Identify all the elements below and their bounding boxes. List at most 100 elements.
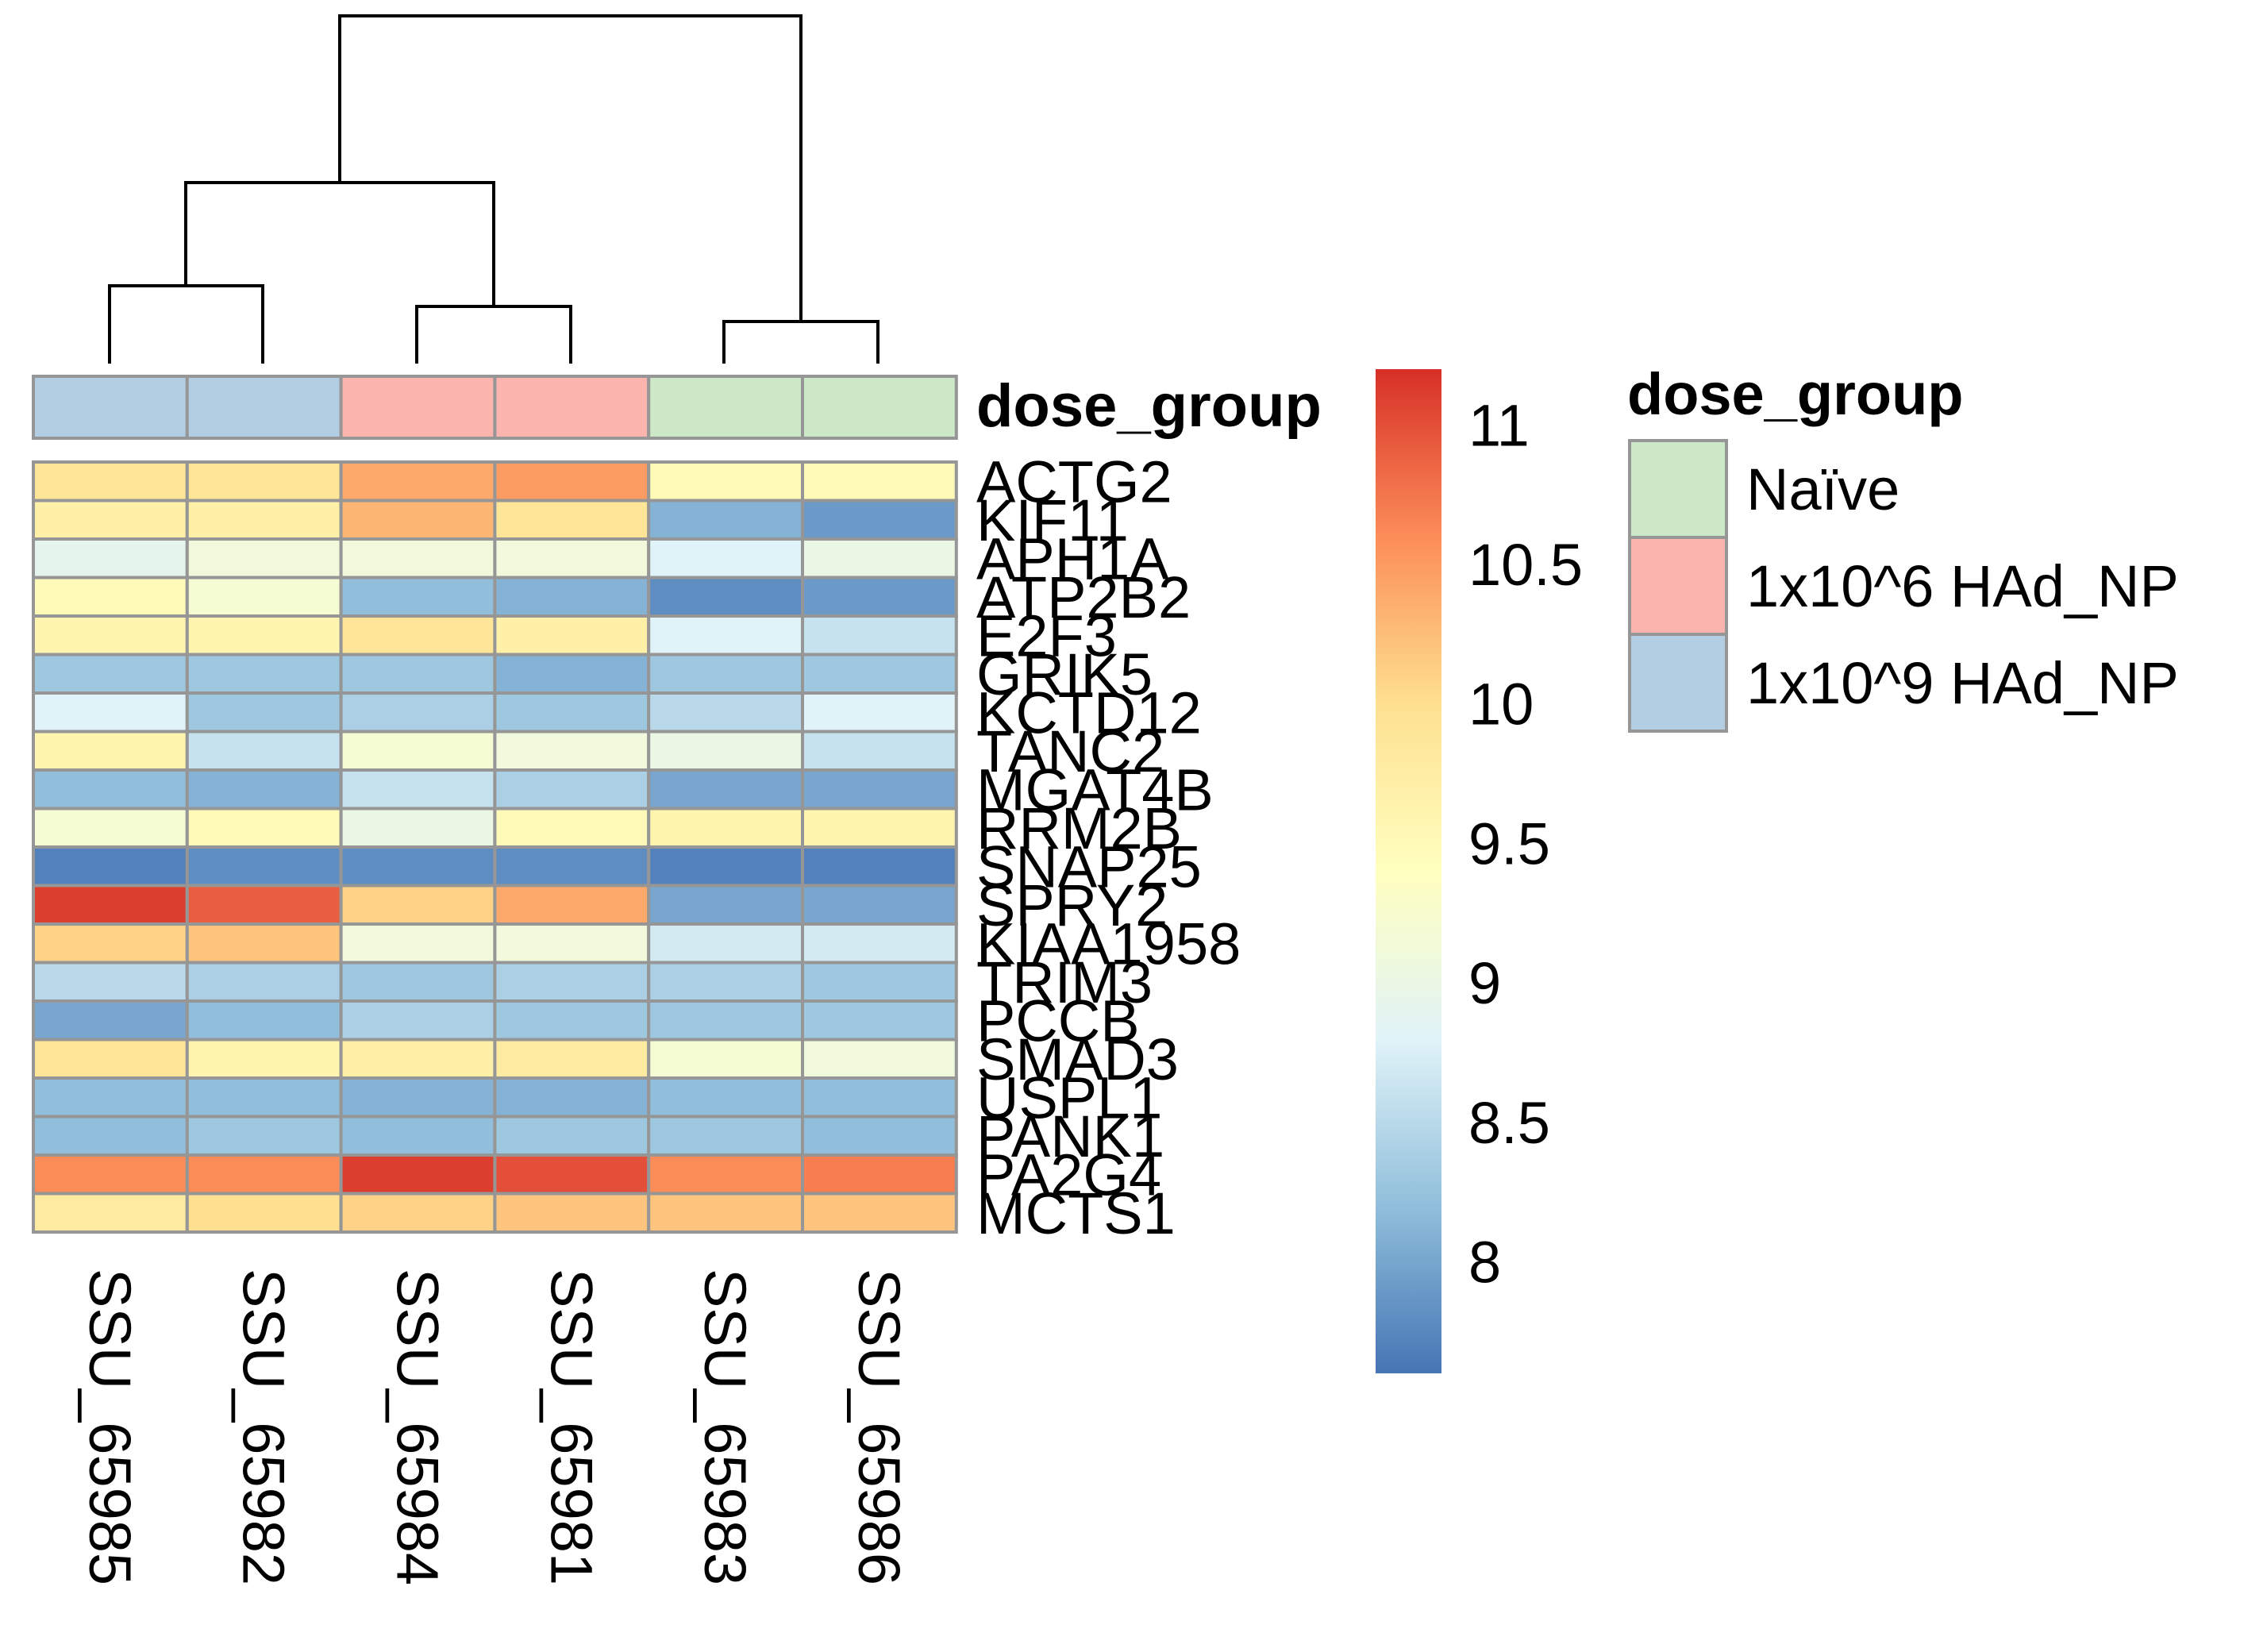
cell-grik5-ssu-65982 (185, 653, 343, 695)
cell-aph1a-ssu-65986 (801, 537, 958, 580)
row-label-trim3: TRIM3 (976, 949, 1153, 1015)
cell-kiaa1958-ssu-65984 (339, 922, 497, 965)
row-label-snap25: SNAP25 (976, 834, 1202, 899)
cell-mgat4b-ssu-65986 (801, 768, 958, 811)
cell-snap25-ssu-65986 (801, 845, 958, 888)
row-label-grik5: GRIK5 (976, 641, 1153, 707)
cell-rrm2b-ssu-65981 (493, 807, 651, 849)
dendrogram-branch-1 (108, 284, 264, 364)
cell-uspl1-ssu-65986 (801, 1076, 958, 1119)
cell-kiaa1958-ssu-65983 (647, 922, 805, 965)
cell-kctd12-ssu-65981 (493, 691, 651, 734)
cell-pa2g4-ssu-65983 (647, 1153, 805, 1196)
cell-pccb-ssu-65981 (493, 999, 651, 1042)
cell-spry2-ssu-65982 (185, 884, 343, 926)
cell-uspl1-ssu-65984 (339, 1076, 497, 1119)
row-label-mcts1: MCTS1 (976, 1180, 1176, 1246)
cell-e2f3-ssu-65982 (185, 614, 343, 657)
cell-mgat4b-ssu-65981 (493, 768, 651, 811)
annotation-label: dose_group (976, 372, 1322, 440)
annotation-cell-ssu-65981 (493, 375, 651, 440)
cell-smad3-ssu-65986 (801, 1038, 958, 1080)
cell-kiaa1958-ssu-65981 (493, 922, 651, 965)
cell-atp2b2-ssu-65986 (801, 576, 958, 618)
cell-pank1-ssu-65986 (801, 1115, 958, 1157)
row-label-pa2g4: PA2G4 (976, 1142, 1161, 1207)
cell-pank1-ssu-65985 (32, 1115, 189, 1157)
column-label-ssu-65982: SSU_65982 (231, 1269, 297, 1585)
cell-mcts1-ssu-65986 (801, 1192, 958, 1234)
cell-snap25-ssu-65983 (647, 845, 805, 888)
cell-grik5-ssu-65983 (647, 653, 805, 695)
dendrogram-branch-5 (338, 14, 802, 322)
cell-mcts1-ssu-65982 (185, 1192, 343, 1234)
colorbar-tick-9: 9 (1468, 950, 1501, 1016)
row-label-tanc2: TANC2 (976, 718, 1164, 784)
row-label-e2f3: E2F3 (976, 603, 1117, 668)
cell-pccb-ssu-65983 (647, 999, 805, 1042)
cell-grik5-ssu-65981 (493, 653, 651, 695)
cell-mcts1-ssu-65985 (32, 1192, 189, 1234)
cell-kif11-ssu-65981 (493, 499, 651, 541)
cell-spry2-ssu-65984 (339, 884, 497, 926)
cell-e2f3-ssu-65984 (339, 614, 497, 657)
cell-mgat4b-ssu-65982 (185, 768, 343, 811)
dendrogram-branch-2 (415, 305, 572, 364)
cell-actg2-ssu-65985 (32, 460, 189, 503)
cell-pa2g4-ssu-65985 (32, 1153, 189, 1196)
cell-kif11-ssu-65985 (32, 499, 189, 541)
cell-pccb-ssu-65982 (185, 999, 343, 1042)
cell-rrm2b-ssu-65983 (647, 807, 805, 849)
row-label-pank1: PANK1 (976, 1103, 1164, 1169)
legend-title: dose_group (1627, 361, 1963, 427)
column-labels: SSU_65985 SSU_65982 SSU_65984 SSU_65981 SSU_… (77, 1269, 912, 1585)
cell-atp2b2-ssu-65981 (493, 576, 651, 618)
cell-pank1-ssu-65982 (185, 1115, 343, 1157)
cell-actg2-ssu-65981 (493, 460, 651, 503)
row-label-aph1a: APH1A (976, 526, 1169, 591)
cell-pank1-ssu-65984 (339, 1115, 497, 1157)
column-label-ssu-65986: SSU_65986 (846, 1269, 912, 1585)
cell-mgat4b-ssu-65984 (339, 768, 497, 811)
cell-spry2-ssu-65983 (647, 884, 805, 926)
colorbar-tick-8-5: 8.5 (1468, 1090, 1550, 1156)
colorbar-tick-10: 10 (1468, 672, 1534, 737)
row-label-actg2: ACTG2 (976, 449, 1172, 514)
cell-kif11-ssu-65986 (801, 499, 958, 541)
colorbar-tick-9-5: 9.5 (1468, 811, 1550, 876)
cell-kiaa1958-ssu-65985 (32, 922, 189, 965)
cell-pccb-ssu-65985 (32, 999, 189, 1042)
cell-snap25-ssu-65985 (32, 845, 189, 888)
cell-tanc2-ssu-65985 (32, 730, 189, 772)
row-label-smad3: SMAD3 (976, 1026, 1179, 1092)
column-dendrogram (108, 14, 879, 364)
cell-trim3-ssu-65986 (801, 961, 958, 1003)
cell-smad3-ssu-65984 (339, 1038, 497, 1080)
cell-grik5-ssu-65985 (32, 653, 189, 695)
cell-tanc2-ssu-65986 (801, 730, 958, 772)
row-label-spry2: SPRY2 (976, 872, 1168, 938)
cell-kiaa1958-ssu-65982 (185, 922, 343, 965)
row-label-atp2b2: ATP2B2 (976, 564, 1191, 630)
legend-swatch-1x10-9-had-np (1628, 633, 1728, 733)
cell-kif11-ssu-65982 (185, 499, 343, 541)
cell-pank1-ssu-65981 (493, 1115, 651, 1157)
cell-tanc2-ssu-65981 (493, 730, 651, 772)
cell-mgat4b-ssu-65983 (647, 768, 805, 811)
column-label-ssu-65985: SSU_65985 (77, 1269, 143, 1585)
cell-trim3-ssu-65983 (647, 961, 805, 1003)
cell-kif11-ssu-65984 (339, 499, 497, 541)
legend-swatch-1x10-6-had-np (1628, 536, 1728, 636)
cell-uspl1-ssu-65983 (647, 1076, 805, 1119)
cell-atp2b2-ssu-65982 (185, 576, 343, 618)
cell-uspl1-ssu-65985 (32, 1076, 189, 1119)
column-label-ssu-65983: SSU_65983 (692, 1269, 758, 1585)
colorbar-tick-8: 8 (1468, 1229, 1501, 1295)
cell-pa2g4-ssu-65986 (801, 1153, 958, 1196)
cell-snap25-ssu-65981 (493, 845, 651, 888)
row-labels: ACTG2KIF11APH1AATP2B2E2F3GRIK5KCTD12TANC… (976, 449, 1241, 1246)
cell-smad3-ssu-65982 (185, 1038, 343, 1080)
row-label-rrm2b: RRM2B (976, 795, 1182, 861)
cell-atp2b2-ssu-65983 (647, 576, 805, 618)
cell-e2f3-ssu-65983 (647, 614, 805, 657)
